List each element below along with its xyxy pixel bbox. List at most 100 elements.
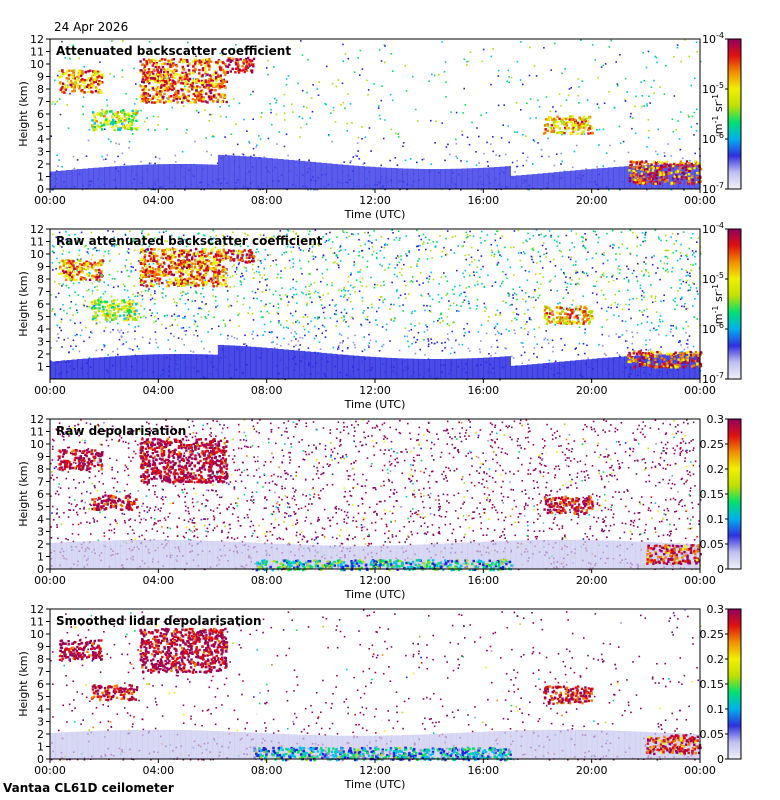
- y-tick-label: 0: [37, 563, 44, 576]
- colorbar: 10-7 10-6 10-5 10-4 m-1 sr-1: [702, 31, 742, 196]
- y-tick-label: 7: [37, 286, 44, 299]
- colorbar-unit: m-1 sr-1: [711, 94, 725, 134]
- colorbar-tick-label: 0.25: [700, 438, 725, 451]
- x-tick-label: 00:00: [684, 194, 716, 207]
- y-tick-label: 4: [37, 703, 44, 716]
- x-tick-label: 08:00: [251, 384, 283, 397]
- x-tick-label: 20:00: [576, 384, 608, 397]
- plot-area: [50, 39, 700, 189]
- y-tick-label: 12: [30, 223, 44, 236]
- feature-6: [645, 734, 702, 756]
- x-tick-label: 00:00: [684, 764, 716, 777]
- feature-5: [543, 305, 594, 326]
- feature-4: [91, 109, 139, 132]
- y-axis-label: Height (km): [17, 81, 30, 147]
- y-tick-label: 9: [37, 71, 44, 84]
- y-tick-label: 1: [37, 171, 44, 184]
- x-tick-label: 00:00: [34, 574, 66, 587]
- feature-1: [58, 449, 104, 472]
- x-tick-label: 12:00: [359, 384, 391, 397]
- y-tick-label: 3: [37, 146, 44, 159]
- feature-2: [139, 247, 228, 288]
- panel-3: Raw depolarisation0123456789101112Height…: [17, 413, 742, 601]
- colorbar-tick-label: 10-4: [702, 31, 724, 46]
- x-tick-label: 16:00: [467, 574, 499, 587]
- colorbar-tick-label: 10-6: [702, 321, 724, 336]
- x-tick-label: 08:00: [251, 764, 283, 777]
- x-tick-label: 04:00: [142, 764, 174, 777]
- feature-4: [543, 685, 594, 705]
- y-tick-label: 9: [37, 641, 44, 654]
- x-tick-label: 00:00: [34, 764, 66, 777]
- y-tick-label: 4: [37, 133, 44, 146]
- x-tick-label: 04:00: [142, 574, 174, 587]
- x-tick-label: 20:00: [576, 574, 608, 587]
- y-tick-label: 6: [37, 488, 44, 501]
- panel-title: Attenuated backscatter coefficient: [56, 44, 291, 58]
- colorbar-unit: m-1 sr-1: [711, 284, 725, 324]
- instrument-label: Vantaa CL61D ceilometer: [3, 781, 174, 795]
- feature-1: [58, 639, 103, 662]
- colorbar: 0 0.05 0.1 0.15 0.2 0.25 0.3: [700, 603, 742, 766]
- y-tick-label: 8: [37, 273, 44, 286]
- date-label: 24 Apr 2026: [54, 20, 129, 34]
- panel-title: Raw attenuated backscatter coefficient: [56, 234, 323, 248]
- boundary-layer: [50, 729, 701, 760]
- x-axis-label: Time (UTC): [344, 398, 406, 411]
- colorbar-tick-label: 0.15: [700, 678, 725, 691]
- y-tick-label: 1: [37, 551, 44, 564]
- y-tick-label: 5: [37, 501, 44, 514]
- x-tick-label: 16:00: [467, 384, 499, 397]
- feature-5: [542, 115, 594, 135]
- x-tick-label: 08:00: [251, 194, 283, 207]
- y-tick-label: 4: [37, 513, 44, 526]
- feature-1: [58, 69, 104, 94]
- colorbar-tick-label: 0.05: [700, 728, 725, 741]
- y-tick-label: 5: [37, 121, 44, 134]
- y-tick-label: 5: [37, 691, 44, 704]
- y-tick-label: 2: [37, 728, 44, 741]
- plot-area: [50, 229, 700, 379]
- feature-5: [255, 559, 513, 572]
- colorbar-tick-label: 0.3: [707, 603, 725, 616]
- y-tick-label: 9: [37, 261, 44, 274]
- y-tick-label: 7: [37, 96, 44, 109]
- x-tick-label: 12:00: [359, 194, 391, 207]
- x-tick-label: 00:00: [684, 574, 716, 587]
- y-tick-label: 5: [37, 311, 44, 324]
- y-axis-label: Height (km): [17, 271, 30, 337]
- y-tick-label: 8: [37, 463, 44, 476]
- colorbar-tick-label: 0.1: [707, 703, 725, 716]
- x-axis-label: Time (UTC): [344, 208, 406, 221]
- x-tick-label: 16:00: [467, 194, 499, 207]
- y-tick-label: 3: [37, 526, 44, 539]
- feature-3: [226, 56, 256, 74]
- y-tick-label: 7: [37, 666, 44, 679]
- feature-6: [628, 160, 703, 186]
- x-tick-label: 00:00: [34, 384, 66, 397]
- colorbar-tick-label: 10-5: [702, 271, 724, 286]
- y-tick-label: 7: [37, 476, 44, 489]
- y-axis-label: Height (km): [17, 461, 30, 527]
- x-tick-label: 00:00: [684, 384, 716, 397]
- feature-3: [91, 494, 139, 512]
- x-tick-label: 20:00: [576, 194, 608, 207]
- y-tick-label: 2: [37, 348, 44, 361]
- panel-1: Attenuated backscatter coefficient012345…: [17, 31, 742, 221]
- x-tick-label: 00:00: [34, 194, 66, 207]
- feature-5: [253, 746, 512, 762]
- y-tick-label: 0: [37, 753, 44, 766]
- y-tick-label: 10: [30, 628, 44, 641]
- feature-6: [646, 544, 702, 565]
- x-tick-label: 16:00: [467, 764, 499, 777]
- y-tick-label: 12: [30, 603, 44, 616]
- colorbar-tick-label: 0.3: [707, 413, 725, 426]
- panel-title: Raw depolarisation: [56, 424, 186, 438]
- y-tick-label: 10: [30, 248, 44, 261]
- y-tick-label: 10: [30, 58, 44, 71]
- colorbar-tick-label: 10-5: [702, 81, 724, 96]
- colorbar-tick-label: 0.2: [707, 463, 725, 476]
- colorbar-tick-label: 10-7: [702, 181, 724, 196]
- x-tick-label: 04:00: [142, 194, 174, 207]
